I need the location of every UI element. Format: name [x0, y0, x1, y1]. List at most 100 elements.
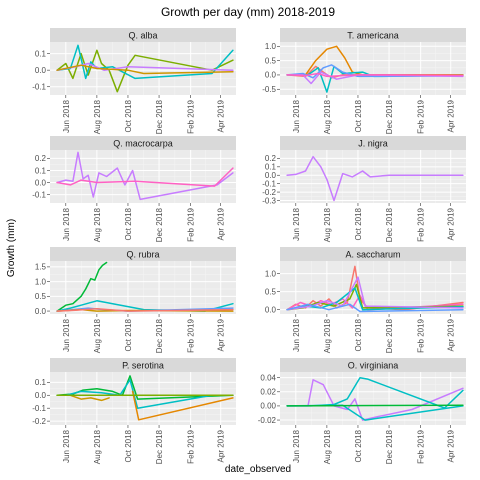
series-line	[69, 394, 110, 402]
y-tick-label: 0.5	[265, 287, 277, 296]
x-tick-label: Dec 2018	[385, 318, 394, 353]
facet-strip	[50, 247, 236, 261]
y-tick-label: 0.04	[260, 373, 276, 382]
facet-strip-label: Q. alba	[128, 31, 157, 41]
y-tick-label: 0.0	[265, 305, 277, 314]
y-tick-label: 0.5	[265, 56, 277, 65]
x-tick-label: Apr 2019	[217, 99, 226, 132]
x-tick-label: Apr 2019	[447, 99, 456, 132]
x-tick-label: Apr 2019	[217, 429, 226, 462]
panel-q-macrocarpa: Q. macrocarpa -0.1 0.0 0.1 0.2 Jun 2018 Aug 20…	[32, 136, 236, 242]
y-tick-label: 0.5	[35, 292, 47, 301]
x-tick-label: Oct 2018	[124, 99, 133, 132]
panel-background	[280, 42, 466, 95]
y-tick-label: 0.1	[35, 49, 47, 58]
y-tick-label: -0.2	[262, 188, 276, 197]
x-tick-label: Dec 2018	[155, 207, 164, 242]
y-tick-label: 1.0	[35, 277, 47, 286]
x-tick-label: Aug 2018	[93, 207, 102, 242]
series-line	[131, 390, 234, 421]
series-group	[56, 44, 234, 93]
x-tick-label: Feb 2019	[417, 318, 426, 352]
x-tick-label: Dec 2018	[385, 99, 394, 134]
y-tick-label: 0.1	[35, 378, 47, 387]
facet-strip	[50, 28, 236, 42]
x-tick-label: Jun 2018	[62, 207, 71, 240]
x-tick-label: Feb 2019	[417, 99, 426, 133]
x-tick-label: Apr 2019	[447, 207, 456, 240]
y-axis-title: Growth (mm)	[6, 219, 17, 277]
x-tick-label: Aug 2018	[93, 429, 102, 464]
series-line	[286, 303, 464, 313]
x-tick-label: Feb 2019	[187, 318, 196, 352]
series-line	[56, 151, 234, 201]
x-tick-label: Dec 2018	[155, 429, 164, 464]
x-tick-label: Feb 2019	[417, 429, 426, 463]
x-tick-label: Aug 2018	[323, 318, 332, 353]
series-line	[286, 45, 464, 76]
facet-strip-label: Q. rubra	[126, 250, 159, 260]
x-tick-label: Dec 2018	[385, 429, 394, 464]
chart-title: Growth per day (mm) 2018-2019	[161, 5, 335, 19]
facet-strip-label: Q. macrocarpa	[113, 139, 173, 149]
facet-strip-label: P. serotina	[122, 361, 164, 371]
series-line	[56, 167, 234, 187]
series-line	[286, 287, 464, 311]
y-tick-label: -0.2	[32, 417, 46, 426]
panel-q-alba: Q. alba -0.1 0.0 0.1 Jun 2018 Aug 2018 Oct 201…	[32, 28, 236, 134]
facet-strip	[280, 136, 466, 150]
x-tick-label: Jun 2018	[62, 318, 71, 351]
x-tick-label: Apr 2019	[447, 318, 456, 351]
y-tick-label: -0.02	[258, 416, 277, 425]
y-tick-label: 0.0	[35, 307, 47, 316]
x-tick-label: Aug 2018	[93, 318, 102, 353]
x-tick-label: Apr 2019	[217, 318, 226, 351]
x-tick-label: Jun 2018	[292, 318, 301, 351]
y-tick-label: -0.1	[32, 190, 46, 199]
x-tick-label: Jun 2018	[292, 207, 301, 240]
series-line	[56, 64, 234, 75]
series-group	[56, 151, 234, 201]
facet-strip-label: O. virginiana	[348, 361, 399, 371]
y-tick-label: 0.02	[260, 388, 276, 397]
y-tick-label: 0.00	[260, 402, 276, 411]
y-tick-label: 0.0	[35, 66, 47, 75]
y-tick-label: 0.1	[265, 163, 277, 172]
y-tick-label: 0.2	[35, 154, 47, 163]
y-tick-label: -0.1	[262, 179, 276, 188]
x-tick-label: Dec 2018	[155, 318, 164, 353]
x-tick-label: Jun 2018	[292, 429, 301, 462]
facet-strip	[50, 358, 236, 372]
facet-strip-label: A. saccharum	[345, 250, 400, 260]
facet-strip	[280, 358, 466, 372]
x-tick-label: Oct 2018	[124, 429, 133, 462]
x-tick-label: Aug 2018	[323, 99, 332, 134]
facet-strip	[280, 28, 466, 42]
panel-q-rubra: Q. rubra 0.0 0.5 1.0 1.5 Jun 2018 Aug 2018 Oct …	[35, 247, 236, 353]
x-tick-label: Dec 2018	[155, 99, 164, 134]
panel-a-saccharum: A. saccharum 0.0 0.5 1.0 Jun 2018 Aug 2018 Oct…	[265, 247, 466, 353]
series-line	[286, 155, 464, 202]
series-line	[286, 379, 464, 421]
series-line	[56, 307, 234, 312]
panel-p-serotina: P. serotina -0.2 -0.1 0.0 0.1 Jun 2018 Aug 201…	[32, 358, 236, 464]
y-tick-label: 0.0	[35, 178, 47, 187]
facet-strip	[50, 136, 236, 150]
x-tick-label: Oct 2018	[124, 318, 133, 351]
x-tick-label: Oct 2018	[354, 99, 363, 132]
series-line	[286, 404, 464, 407]
panel-j-nigra: J. nigra -0.3-0.2-0.10.00.10.2 Jun 2018 Aug…	[262, 136, 466, 242]
facet-strip-label: T. americana	[347, 31, 399, 41]
y-tick-label: 1.5	[35, 263, 47, 272]
x-tick-label: Aug 2018	[93, 99, 102, 134]
y-tick-label: -0.5	[262, 85, 276, 94]
y-tick-label: 0.2	[265, 154, 277, 163]
series-group	[56, 375, 234, 421]
series-group	[56, 261, 234, 312]
facet-strip-label: J. nigra	[358, 139, 388, 149]
series-line	[56, 261, 108, 312]
x-tick-label: Jun 2018	[62, 99, 71, 132]
x-tick-label: Oct 2018	[354, 207, 363, 240]
x-tick-label: Feb 2019	[417, 207, 426, 241]
